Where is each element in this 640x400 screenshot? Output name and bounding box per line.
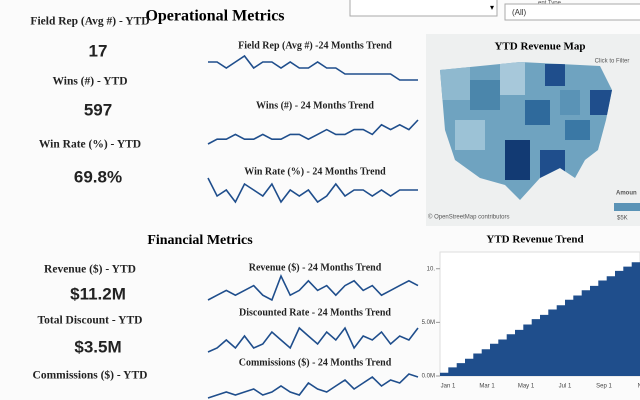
y-tick-label: 10. [427,266,436,272]
section-title: Operational Metrics [145,8,284,25]
kpi-value: $11.2M [70,284,126,303]
dropdown[interactable] [349,0,498,17]
sparkline [207,119,419,145]
map-hint: Click to Filter [595,59,630,65]
trend-title: Discounted Rate - 24 Months Trend [239,307,391,318]
sparkline [207,373,419,399]
sparkline [207,177,418,204]
x-tick-label: Jan 1 [441,384,456,390]
x-tick-label: Sep 1 [596,384,612,390]
legend-min: $5K [617,216,628,222]
kpi-value: 69.8% [74,167,122,186]
map-title: YTD Revenue Map [494,41,585,53]
kpi-label: Total Discount - YTD [38,315,143,327]
filter-value: (All) [512,8,527,17]
x-tick-label: Mar 1 [479,384,495,390]
kpi-value: $3.5M [74,337,121,356]
sparkline [207,273,419,302]
x-tick-label: May 1 [518,384,535,390]
kpi-label: Commissions ($) - YTD [33,369,148,382]
legend-title: Amoun [616,191,637,197]
sparkline [208,54,418,81]
kpi-value: 17 [89,41,108,60]
trend-title: Win Rate (%) - 24 Months Trend [244,166,386,177]
kpi-label: Win Rate (%) - YTD [39,139,141,151]
sparkline [207,326,419,353]
trend-title: Commissions ($) - 24 Months Trend [239,357,392,368]
chart-title: YTD Revenue Trend [486,234,583,246]
trend-title: Field Rep (Avg #) -24 Months Trend [238,40,392,51]
x-tick-label: Jul 1 [559,384,572,390]
trend-title: Wins (#) - 24 Months Trend [256,100,374,111]
dropdown-arrow: ▾ [490,3,494,12]
filter-box[interactable] [504,3,640,21]
area [440,262,640,376]
trend-title: Revenue ($) - 24 Months Trend [249,262,382,273]
kpi-label: Revenue ($) - YTD [44,263,136,276]
map-credit: © OpenStreetMap contributors [428,214,509,221]
x-tick-label: Nov [638,384,640,390]
y-tick-label: 5.0M [422,320,435,326]
kpi-label: Wins (#) - YTD [52,76,127,88]
kpi-value: 597 [84,100,112,119]
y-tick-label: 0.0M [422,374,435,380]
section-title: Financial Metrics [147,233,253,248]
kpi-label: Field Rep (Avg #) - YTD [30,16,149,28]
legend-ramp [614,203,640,211]
